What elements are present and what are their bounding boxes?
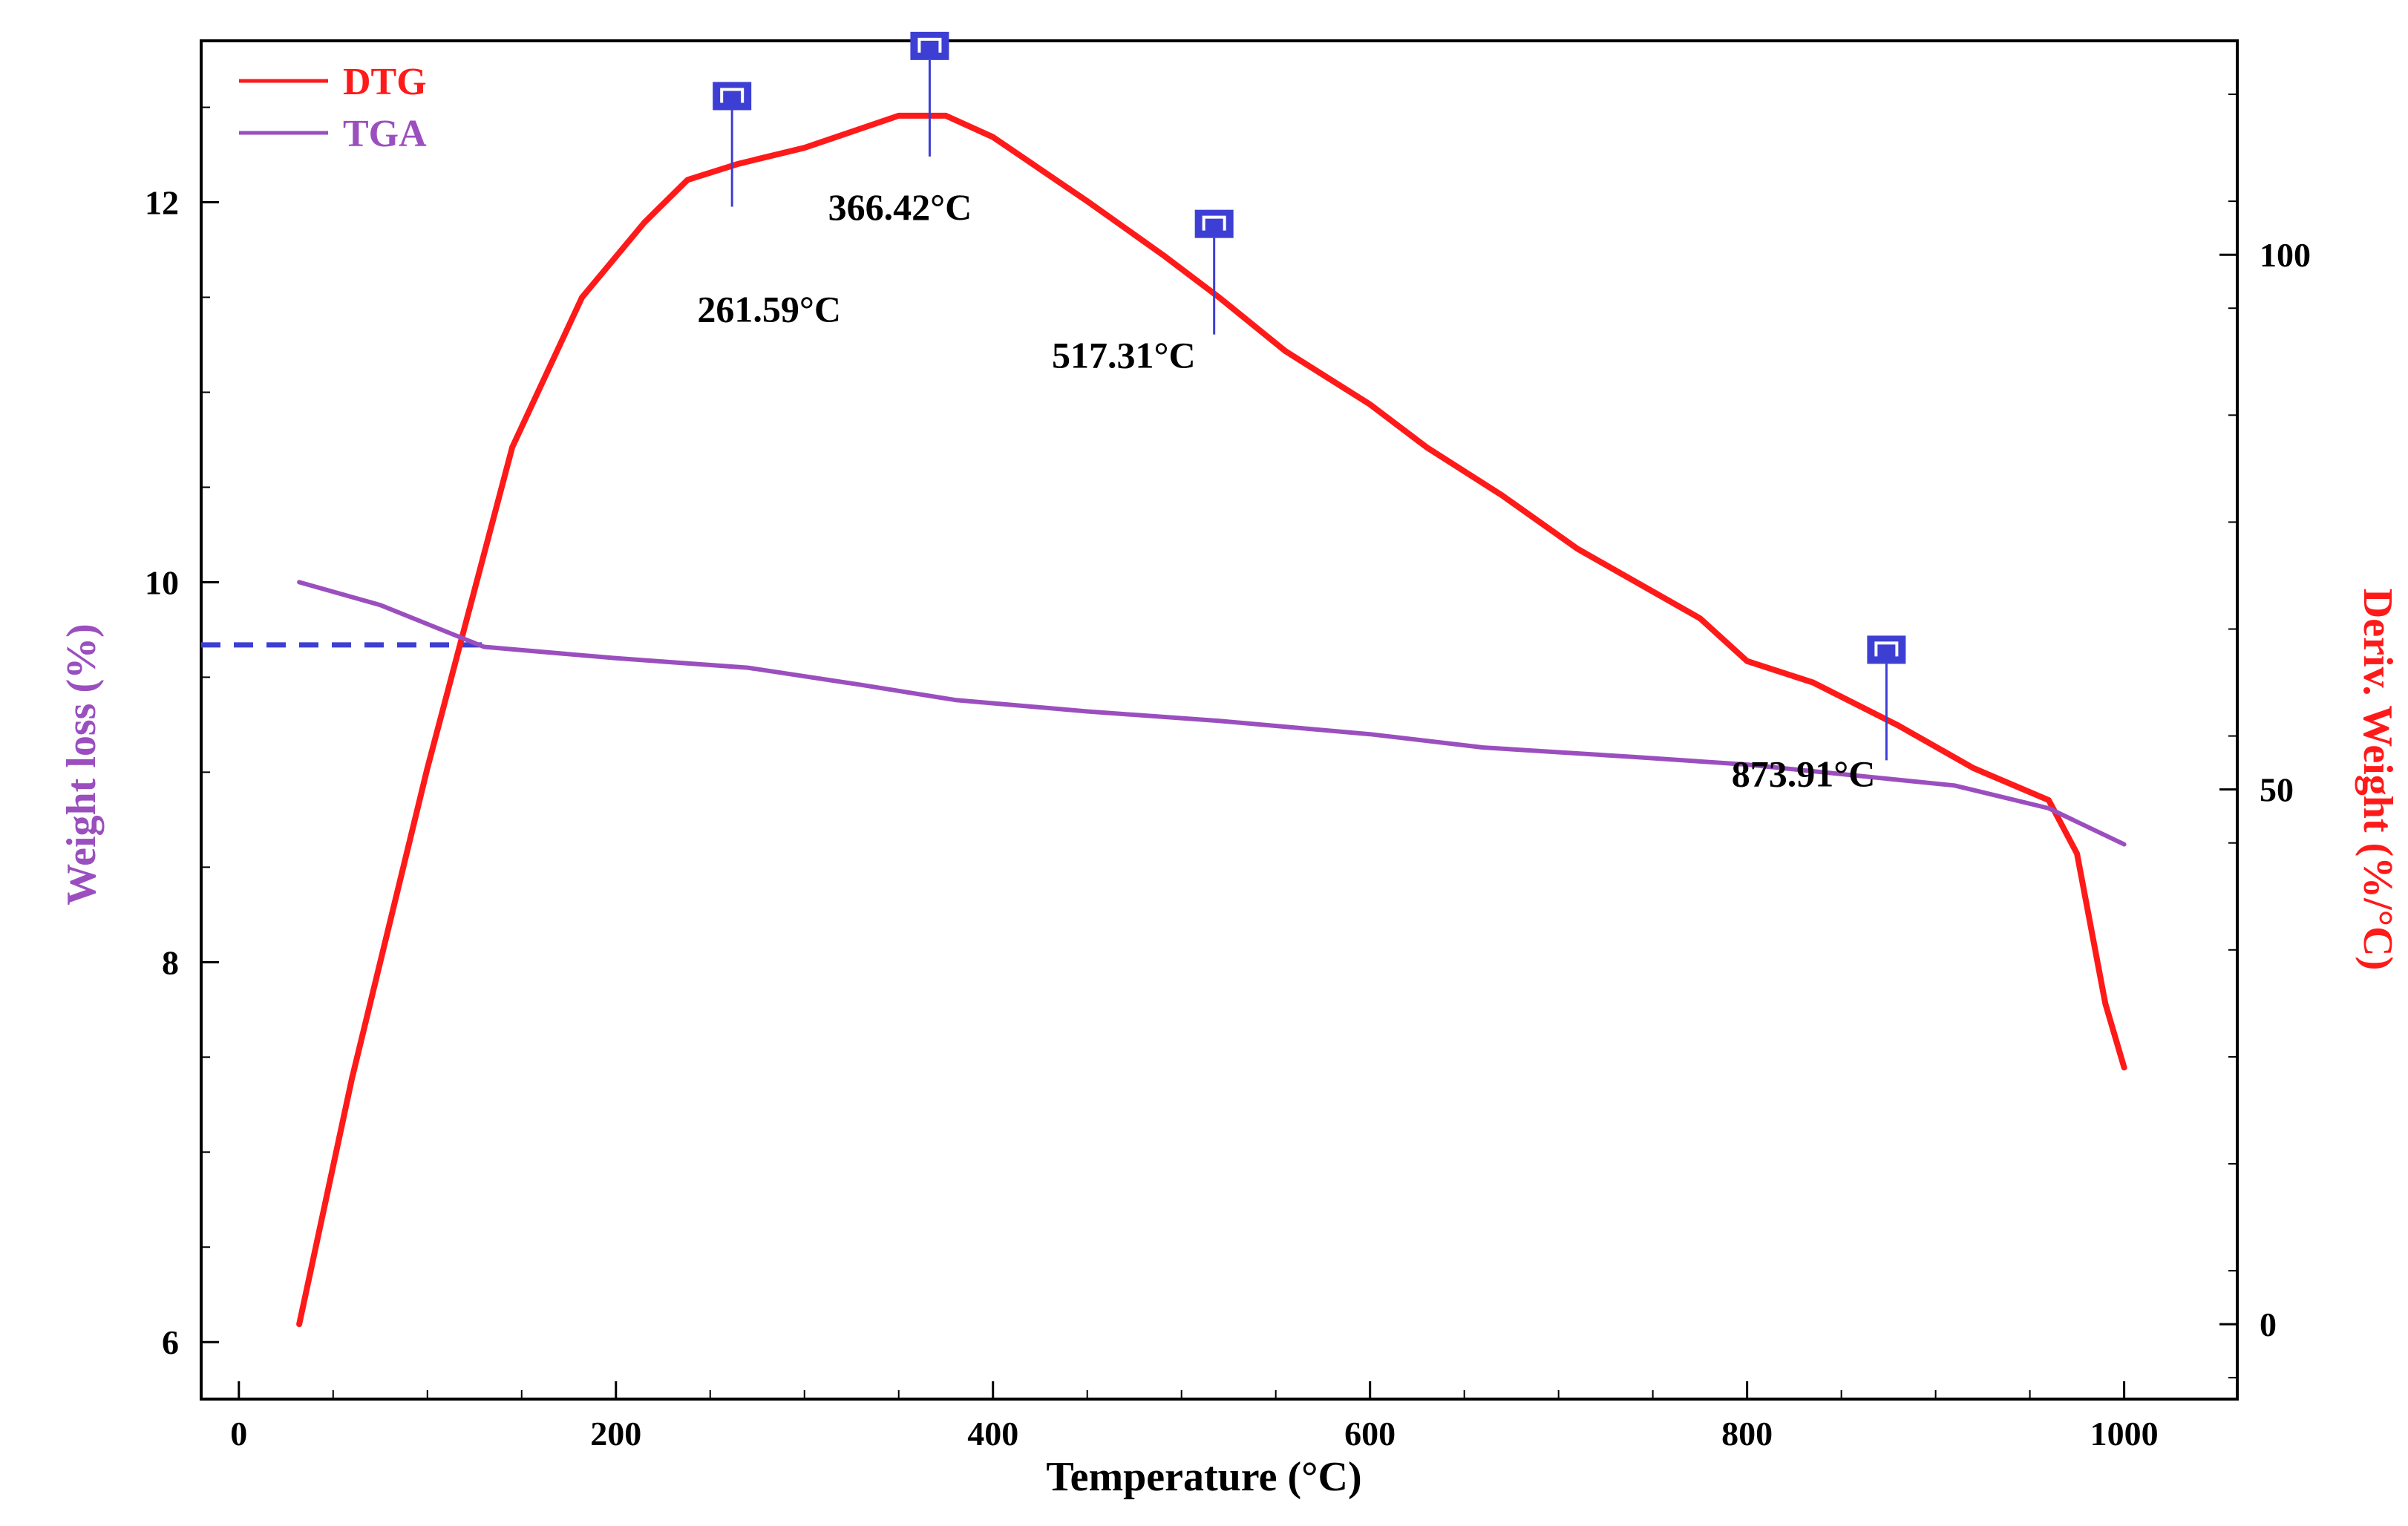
annotation-marker-glyph [1202, 215, 1226, 231]
dtg-data-point [350, 1076, 354, 1080]
annotation-label: 366.42°C [828, 186, 972, 228]
y-left-axis-title: Weight loss (%) [59, 623, 105, 906]
tga-data-point [2047, 807, 2051, 811]
tga-series-line [297, 580, 2127, 847]
tga-data-point [1859, 774, 1862, 778]
tga-data-point [953, 698, 957, 702]
tga-data-point [614, 656, 618, 660]
dtg-data-point [1217, 295, 1221, 299]
dtg-data-point [1811, 681, 1815, 684]
tga-data-point [1953, 784, 1957, 787]
dtg-data-point [511, 445, 514, 449]
tga-data-point [859, 683, 863, 687]
dtg-data-point [1698, 617, 1702, 620]
tga-data-point [298, 580, 301, 584]
tga-data-point [2122, 842, 2126, 846]
dtg-data-point [1085, 200, 1089, 203]
dtg-data-point [1161, 253, 1165, 257]
tga-data-point [1368, 733, 1372, 736]
dtg-data-point [736, 162, 740, 166]
dtg-data-point [944, 114, 948, 117]
dtg-data-point [2122, 1066, 2126, 1070]
x-tick-label: 0 [230, 1415, 247, 1453]
y-left-tick-label: 12 [145, 184, 179, 222]
x-axis-title: Temperature (°C) [1046, 1454, 1361, 1500]
legend-dtg-label: DTG [343, 61, 427, 103]
dtg-data-point [298, 1323, 301, 1326]
x-tick-label: 800 [1721, 1415, 1773, 1453]
dtg-data-point [1283, 349, 1287, 353]
annotation-marker-glyph [1874, 641, 1899, 657]
tga-data-point [1217, 719, 1221, 723]
annotation-marker [713, 82, 752, 111]
dtg-data-point [897, 114, 900, 117]
dtg-data-point [1972, 766, 1975, 770]
annotation-marker [1867, 635, 1906, 664]
x-tick-label: 1000 [2090, 1415, 2159, 1453]
dtg-data-point [1576, 547, 1580, 551]
annotation-marker [910, 31, 949, 60]
dtg-data-point [425, 766, 429, 770]
dtg-data-point [686, 178, 690, 182]
tga-data-point [379, 603, 382, 607]
tga-data-point [1085, 710, 1089, 713]
x-tick-label: 400 [967, 1415, 1018, 1453]
tga-data-point [1745, 763, 1749, 767]
dtg-data-point [2104, 1001, 2107, 1005]
dtg-data-point [580, 295, 584, 299]
y-right-tick-label: 50 [2260, 771, 2294, 809]
dtg-data-point [1500, 494, 1504, 497]
dtg-data-point [2075, 852, 2079, 856]
tga-data-point [1482, 746, 1485, 750]
y-right-tick-label: 0 [2260, 1306, 2277, 1343]
legend-tga-label: TGA [343, 113, 427, 155]
annotation-label: 261.59°C [697, 288, 841, 330]
y-right-tick-label: 100 [2260, 236, 2311, 274]
dtg-data-point [1424, 445, 1428, 449]
annotation-marker-glyph [720, 88, 745, 103]
annotation-label: 873.91°C [1732, 753, 1876, 794]
y-right-axis-title: Deriv. Weight (%/°C) [2355, 589, 2401, 970]
y-left-tick-label: 8 [162, 943, 179, 981]
tga-data-point [482, 645, 485, 649]
x-tick-label: 600 [1344, 1415, 1396, 1453]
dtg-data-point [642, 220, 646, 224]
dtg-data-point [802, 146, 806, 150]
dtg-data-point [2047, 799, 2051, 802]
dtg-data-point [991, 135, 995, 139]
dtg-data-point [1368, 402, 1372, 406]
x-tick-label: 200 [590, 1415, 641, 1453]
y-left-tick-label: 6 [162, 1323, 179, 1361]
annotation-marker-glyph [917, 37, 942, 53]
legend: DTG TGA [239, 61, 427, 155]
tga-data-point [746, 666, 750, 669]
dtg-data-point [1896, 724, 1900, 727]
dtg-data-point [1745, 659, 1749, 663]
plot-frame [200, 39, 2239, 1401]
tga-data-point [1632, 755, 1636, 759]
annotation-marker [1194, 209, 1234, 238]
annotation-label: 517.31°C [1052, 335, 1196, 376]
y-left-tick-label: 10 [145, 563, 179, 601]
